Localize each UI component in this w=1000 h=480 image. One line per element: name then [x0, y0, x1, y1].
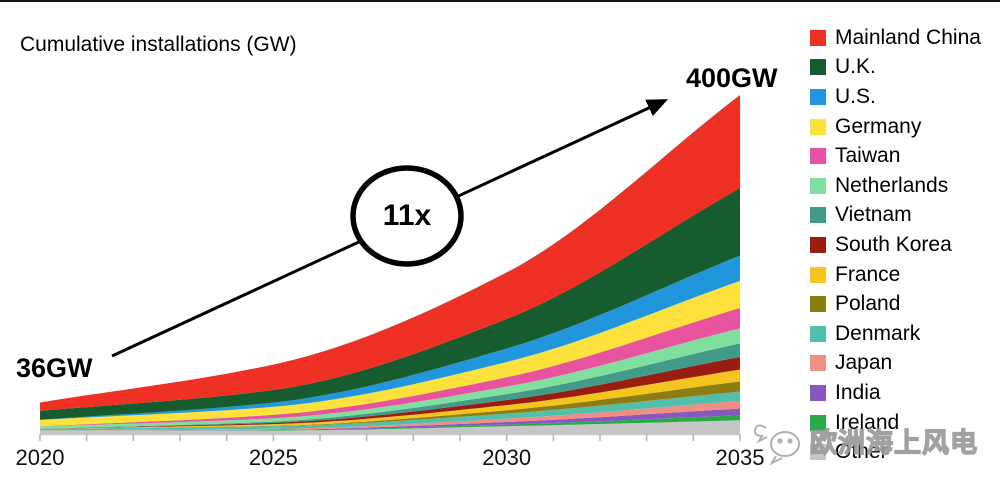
legend-swatch [810, 296, 826, 313]
x-tick-label: 2035 [716, 445, 765, 470]
legend-swatch [810, 266, 826, 283]
legend-label: Taiwan [835, 144, 901, 168]
area-poland [40, 381, 740, 429]
x-axis: 2020 2025 2030 2035 [16, 432, 765, 470]
area-india [40, 408, 740, 431]
legend-swatch [810, 325, 826, 342]
x-tick-label: 2020 [16, 445, 65, 470]
area-taiwan [40, 307, 740, 427]
legend-label: U.K. [835, 55, 876, 79]
legend-label: Poland [835, 292, 901, 316]
area-other [40, 420, 740, 433]
growth-multiplier-label: 11x [382, 199, 432, 232]
stacked-areas [40, 95, 740, 433]
area-u-k [40, 187, 740, 420]
legend-item-ireland: Ireland [810, 408, 981, 438]
area-ireland [40, 415, 740, 431]
legend-item-south-korea: South Korea [810, 230, 981, 260]
legend-label: Netherlands [835, 173, 949, 197]
area-vietnam [40, 343, 740, 429]
legend-item-mainland-china: Mainland China [810, 23, 981, 53]
legend-item-vietnam: Vietnam [810, 201, 981, 231]
legend-item-taiwan: Taiwan [810, 141, 981, 171]
top-border-line [0, 0, 1000, 2]
legend-item-u-k: U.K. [810, 53, 981, 83]
legend-swatch [810, 444, 826, 461]
legend-item-poland: Poland [810, 289, 981, 319]
legend-item-india: India [810, 378, 981, 408]
legend-label: France [835, 262, 901, 286]
chart-title: Cumulative installations (GW) [20, 33, 297, 56]
multiplier-circle [350, 165, 464, 267]
legend-swatch [810, 118, 826, 135]
area-mainland-china [40, 95, 740, 411]
legend-item-japan: Japan [810, 349, 981, 379]
legend: Mainland China U.K. U.S. Germany Taiwan Nethe… [810, 23, 981, 467]
area-germany [40, 280, 740, 427]
legend-swatch [810, 207, 826, 224]
legend-label: Other [835, 440, 888, 464]
legend-label: Germany [835, 114, 922, 138]
legend-label: Ireland [835, 410, 900, 434]
x-tick-label: 2030 [482, 445, 531, 470]
area-netherlands [40, 328, 740, 429]
legend-label: Japan [835, 351, 893, 375]
legend-label: Vietnam [835, 203, 912, 227]
legend-swatch [810, 236, 826, 253]
start-value-label: 36GW [16, 353, 93, 383]
legend-swatch [810, 177, 826, 194]
area-japan [40, 400, 740, 431]
legend-label: U.S. [835, 84, 876, 108]
legend-label: South Korea [835, 232, 952, 256]
legend-swatch [810, 59, 826, 76]
area-south-korea [40, 356, 740, 429]
legend-swatch [810, 148, 826, 165]
legend-swatch [810, 88, 826, 105]
legend-label: India [835, 380, 881, 404]
x-tick-label: 2025 [249, 445, 298, 470]
legend-label: Denmark [835, 321, 921, 345]
legend-label: Mainland China [835, 25, 981, 49]
legend-swatch [810, 414, 826, 431]
area-denmark [40, 391, 740, 431]
legend-item-u-s: U.S. [810, 82, 981, 112]
legend-item-other: Other [810, 437, 981, 467]
end-value-label: 400GW [686, 63, 778, 93]
legend-swatch [810, 384, 826, 401]
area-u-s [40, 255, 740, 420]
legend-item-france: France [810, 260, 981, 290]
legend-item-netherlands: Netherlands [810, 171, 981, 201]
legend-swatch [810, 29, 826, 46]
area-france [40, 369, 740, 429]
legend-item-denmark: Denmark [810, 319, 981, 349]
legend-item-germany: Germany [810, 112, 981, 142]
legend-swatch [810, 355, 826, 372]
